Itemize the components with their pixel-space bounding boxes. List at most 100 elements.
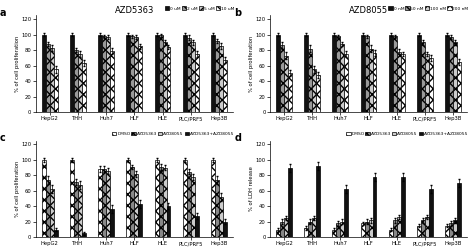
Bar [429, 58, 433, 112]
Bar [166, 47, 171, 112]
Bar [50, 48, 54, 112]
Bar [421, 220, 425, 237]
Bar [457, 62, 461, 112]
Title: AZD8055: AZD8055 [349, 6, 388, 15]
Bar [78, 185, 82, 237]
Bar [187, 172, 191, 237]
Bar [42, 35, 46, 112]
Bar [127, 160, 130, 237]
Bar [389, 35, 393, 112]
Bar [215, 41, 219, 112]
Bar [312, 218, 316, 237]
Bar [110, 51, 114, 112]
Bar [74, 50, 78, 112]
Bar [373, 177, 376, 237]
Bar [163, 42, 166, 112]
Bar [365, 36, 369, 112]
Bar [284, 218, 288, 237]
Bar [304, 228, 308, 237]
Text: a: a [0, 8, 7, 18]
Bar [138, 204, 142, 237]
Y-axis label: % of cell proliferation: % of cell proliferation [15, 161, 20, 217]
Bar [191, 177, 195, 237]
Bar [159, 36, 163, 112]
Bar [337, 223, 340, 237]
Legend: 0 uM, 2 uM, 5 uM, 10 uM: 0 uM, 2 uM, 5 uM, 10 uM [164, 6, 235, 11]
Bar [42, 160, 46, 237]
Bar [106, 171, 110, 237]
Bar [82, 233, 86, 237]
Bar [50, 189, 54, 237]
Bar [417, 226, 421, 237]
Bar [284, 55, 288, 112]
Bar [74, 182, 78, 237]
Bar [445, 226, 449, 237]
Bar [219, 46, 223, 112]
Bar [106, 37, 110, 112]
Bar [304, 35, 308, 112]
Bar [308, 49, 312, 112]
Bar [138, 46, 142, 112]
Bar [449, 37, 453, 112]
Bar [457, 183, 461, 237]
Bar [449, 223, 453, 237]
Bar [344, 189, 348, 237]
Bar [373, 53, 376, 112]
Bar [211, 35, 215, 112]
Legend: DMSO, AZD5363, AZD8055, AZD5363+AZD8055: DMSO, AZD5363, AZD8055, AZD5363+AZD8055 [111, 131, 235, 136]
Bar [163, 168, 166, 237]
Bar [223, 60, 227, 112]
Bar [340, 44, 344, 112]
Bar [288, 168, 292, 237]
Bar [127, 35, 130, 112]
Bar [401, 177, 405, 237]
Bar [316, 166, 320, 237]
Bar [280, 46, 284, 112]
Bar [110, 209, 114, 237]
Bar [130, 36, 134, 112]
Bar [98, 169, 102, 237]
Bar [195, 54, 199, 112]
Bar [361, 223, 365, 237]
Bar [187, 38, 191, 112]
Bar [344, 54, 348, 112]
Bar [46, 44, 50, 112]
Bar [211, 160, 215, 237]
Bar [166, 206, 171, 237]
Text: d: d [234, 133, 241, 143]
Bar [134, 37, 138, 112]
Legend: 0 nM, 50 nM, 100 nM, 200 nM: 0 nM, 50 nM, 100 nM, 200 nM [388, 6, 469, 11]
Bar [183, 160, 187, 237]
Bar [155, 35, 159, 112]
Bar [46, 180, 50, 237]
Bar [78, 54, 82, 112]
Bar [70, 35, 74, 112]
Bar [361, 35, 365, 112]
Bar [417, 35, 421, 112]
Bar [276, 35, 280, 112]
Bar [130, 167, 134, 237]
Bar [393, 220, 397, 237]
Bar [393, 36, 397, 112]
Bar [54, 70, 58, 112]
Y-axis label: % of cell proliferation: % of cell proliferation [249, 36, 254, 92]
Bar [215, 180, 219, 237]
Bar [401, 54, 405, 112]
Y-axis label: % of cell proliferation: % of cell proliferation [15, 36, 20, 92]
Bar [369, 220, 373, 237]
Bar [191, 42, 195, 112]
Bar [429, 189, 433, 237]
Bar [425, 54, 429, 112]
Bar [54, 230, 58, 237]
Legend: DMSO, AZD5363, AZD8055, AZD5363+AZD8055: DMSO, AZD5363, AZD8055, AZD5363+AZD8055 [346, 131, 469, 136]
Bar [159, 167, 163, 237]
Bar [102, 169, 106, 237]
Bar [102, 36, 106, 112]
Y-axis label: % of LDH release: % of LDH release [249, 167, 254, 211]
Bar [425, 217, 429, 237]
Bar [308, 222, 312, 237]
Bar [98, 35, 102, 112]
Bar [82, 63, 86, 112]
Bar [219, 197, 223, 237]
Bar [337, 36, 340, 112]
